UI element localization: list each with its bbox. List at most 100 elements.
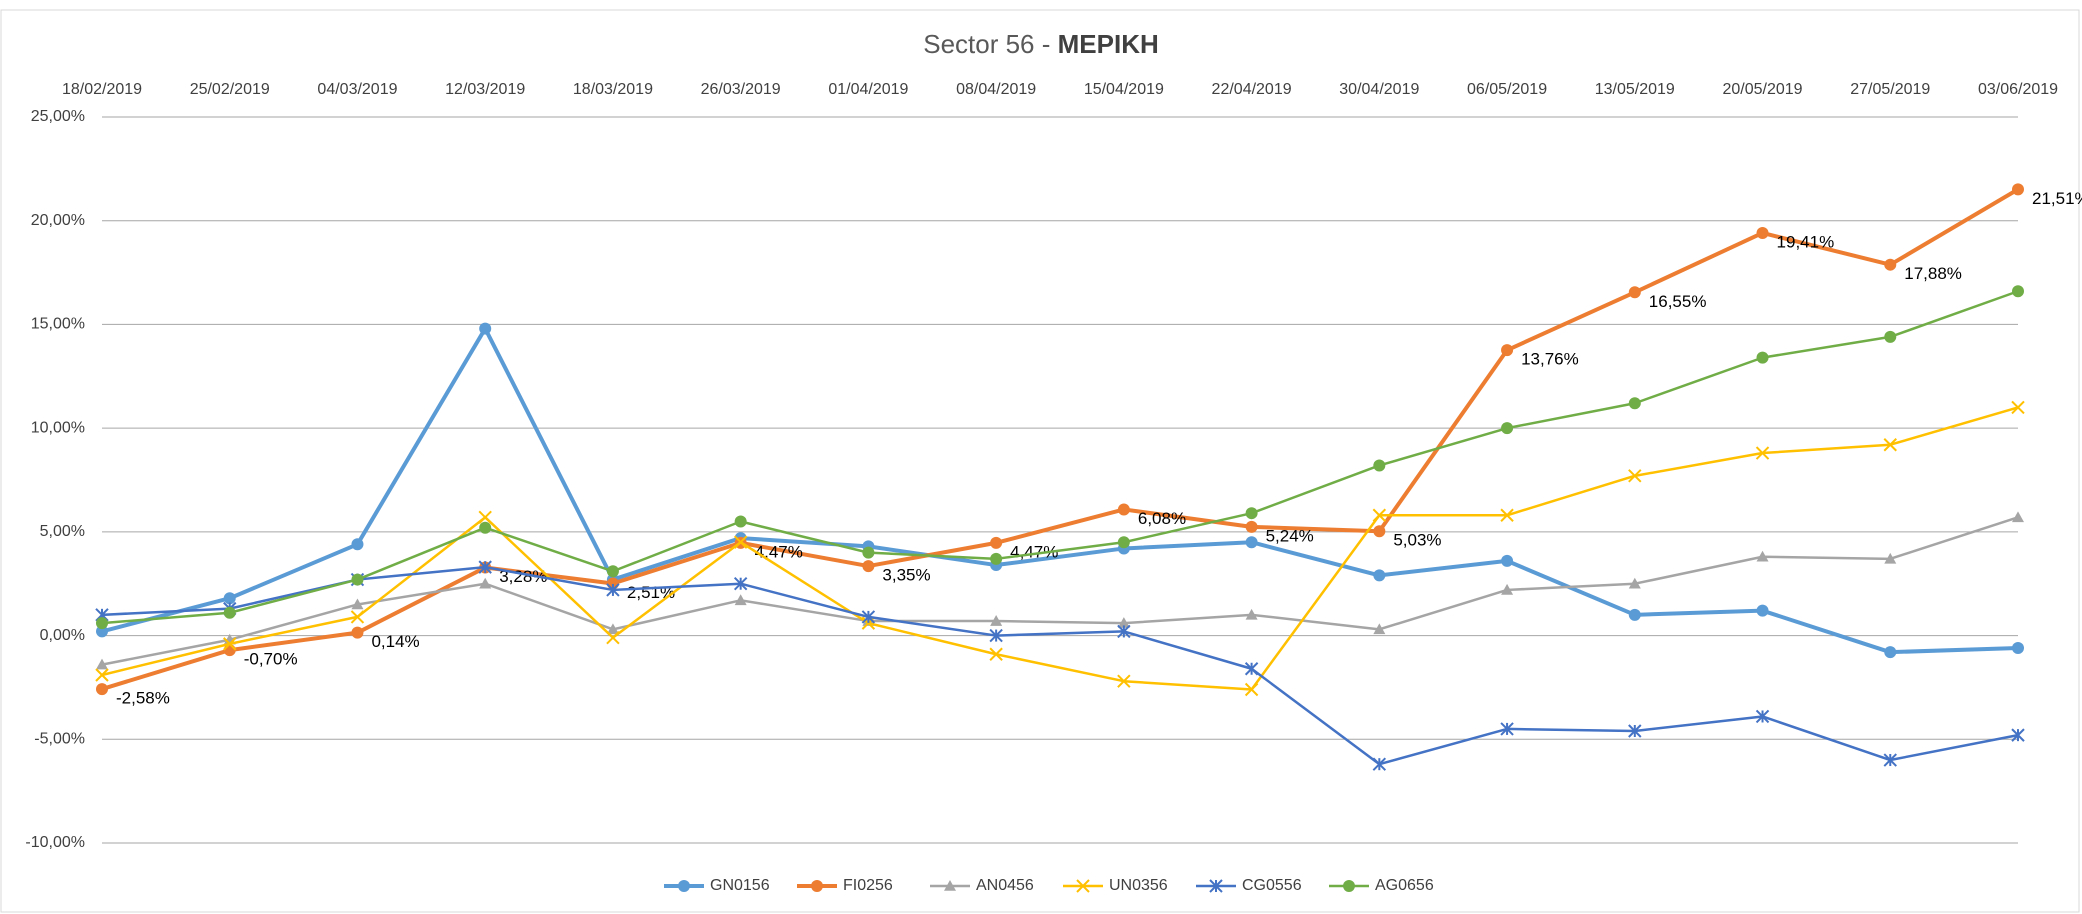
marker-shape	[479, 521, 492, 534]
marker-shape	[811, 880, 823, 892]
y-tick-label: 0,00%	[40, 627, 85, 644]
marker-shape	[1501, 422, 1514, 435]
marker	[1500, 722, 1514, 736]
x-tick-label: 30/04/2019	[1339, 81, 1419, 98]
marker	[478, 510, 492, 525]
marker-stroke	[606, 630, 620, 645]
marker-shape	[351, 626, 364, 639]
marker-shape	[862, 546, 875, 559]
data-label: -2,58%	[116, 689, 170, 708]
data-label: 0,14%	[371, 632, 419, 651]
marker	[351, 626, 364, 639]
marker	[990, 536, 1003, 549]
legend-label: FI0256	[843, 877, 893, 894]
series-line	[101, 406, 2019, 691]
marker	[1884, 258, 1897, 271]
marker	[223, 637, 237, 651]
marker	[989, 628, 1003, 643]
x-tick-label: 12/03/2019	[445, 81, 525, 98]
marker-stroke	[1755, 446, 1770, 460]
marker	[862, 560, 875, 573]
marker	[1628, 577, 1641, 589]
marker-shape	[678, 880, 690, 892]
marker-shape	[734, 594, 747, 606]
marker	[1245, 536, 1258, 549]
marker-shape	[1245, 520, 1258, 533]
marker-shape	[2012, 183, 2024, 196]
y-tick-label: 5,00%	[40, 523, 85, 540]
marker	[2011, 400, 2025, 415]
marker-stroke	[1117, 674, 1131, 688]
series-line	[101, 516, 2019, 666]
marker	[96, 658, 108, 670]
marker	[1755, 446, 1770, 460]
marker	[1755, 709, 1770, 724]
marker-shape	[96, 625, 108, 638]
marker-shape	[96, 683, 108, 696]
data-label: 19,41%	[1777, 232, 1835, 251]
series-line	[101, 290, 2019, 625]
marker-shape	[2012, 511, 2024, 523]
marker-shape	[351, 573, 364, 586]
marker	[861, 616, 876, 630]
x-tick-label: 13/05/2019	[1595, 81, 1675, 98]
marker	[990, 615, 1003, 626]
marker	[733, 577, 748, 591]
marker	[989, 647, 1003, 661]
marker	[1076, 879, 1090, 893]
marker	[1343, 880, 1355, 892]
marker-stroke	[1076, 879, 1090, 893]
marker-shape	[1117, 617, 1130, 628]
marker	[1884, 646, 1897, 659]
marker-shape	[1756, 351, 1769, 364]
marker	[2012, 642, 2024, 655]
marker	[1117, 536, 1130, 549]
data-label: 3,35%	[882, 566, 930, 585]
marker	[734, 594, 747, 606]
marker	[479, 577, 492, 589]
marker-stroke	[861, 616, 876, 630]
marker-stroke	[989, 647, 1003, 661]
marker	[1245, 520, 1258, 533]
data-label: 2,51%	[627, 583, 675, 602]
marker	[811, 880, 823, 892]
x-tick-label: 26/03/2019	[701, 81, 781, 98]
x-tick-label: 18/02/2019	[62, 81, 142, 98]
marker	[2011, 728, 2025, 742]
marker-shape	[1245, 507, 1258, 520]
marker-shape	[1628, 608, 1641, 621]
marker-shape	[990, 615, 1003, 626]
marker-shape	[223, 606, 236, 619]
marker	[606, 630, 620, 645]
marker	[1628, 724, 1642, 738]
marker-shape	[990, 552, 1003, 565]
marker	[944, 880, 956, 891]
chart-title: Sector 56 - ΜΕΡΙΚΗ	[923, 29, 1159, 59]
marker	[1373, 459, 1386, 472]
legend-label: UN0356	[1109, 877, 1168, 894]
marker-stroke	[2011, 400, 2025, 415]
data-label: 4,47%	[755, 542, 803, 561]
marker-shape	[990, 536, 1003, 549]
marker	[733, 535, 748, 549]
marker	[1117, 617, 1130, 628]
marker	[1883, 753, 1897, 767]
y-tick-label: -5,00%	[34, 731, 85, 748]
marker-shape	[1117, 536, 1130, 549]
marker-shape	[1373, 459, 1386, 472]
y-tick-label: 10,00%	[31, 419, 85, 436]
marker-shape	[1628, 397, 1641, 410]
marker	[1501, 583, 1514, 595]
marker-shape	[1884, 552, 1897, 564]
data-label: 13,76%	[1521, 350, 1579, 369]
marker-shape	[2012, 285, 2024, 298]
marker	[861, 610, 876, 624]
data-label: 17,88%	[1904, 264, 1962, 283]
data-label: 21,51%	[2032, 189, 2082, 208]
x-tick-label: 27/05/2019	[1850, 81, 1930, 98]
marker	[1501, 554, 1514, 567]
marker	[1756, 226, 1769, 239]
marker-shape	[1373, 623, 1386, 635]
marker	[1884, 330, 1897, 343]
